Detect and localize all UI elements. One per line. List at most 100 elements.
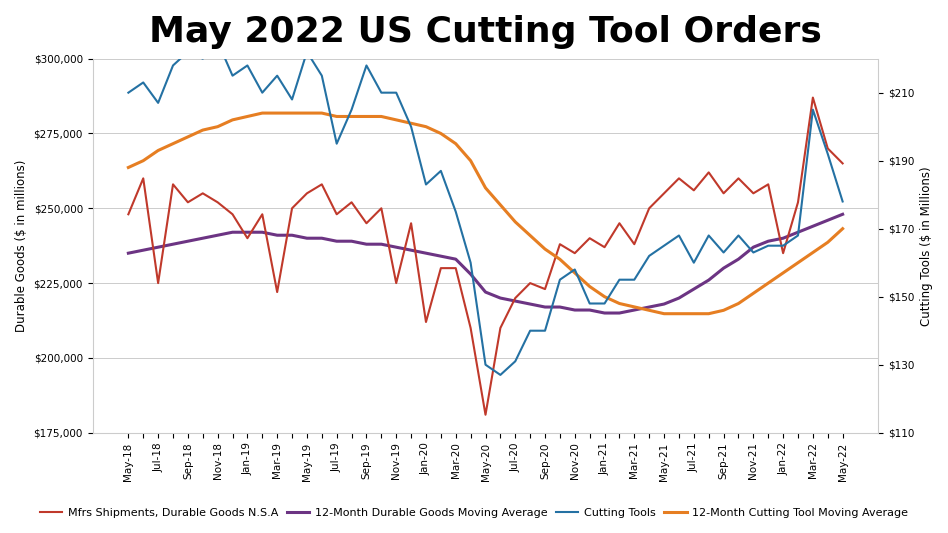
Mfrs Shipments, Durable Goods N.S.A (777, 250, 789, 256)
Mfrs Shipments, Durable Goods N.S.A (495, 325, 506, 331)
Mfrs Shipments, Durable Goods N.S.A (406, 220, 417, 227)
12-Month Cutting Tool Moving Average (182, 134, 193, 140)
12-Month Cutting Tool Moving Average (822, 239, 833, 246)
12-Month Cutting Tool Moving Average (465, 157, 476, 164)
Mfrs Shipments, Durable Goods N.S.A (361, 220, 373, 227)
Cutting Tools (331, 141, 342, 147)
12-Month Cutting Tool Moving Average (748, 290, 759, 296)
12-Month Durable Goods Moving Average (822, 217, 833, 223)
12-Month Durable Goods Moving Average (569, 307, 580, 313)
Cutting Tools (167, 62, 178, 69)
Mfrs Shipments, Durable Goods N.S.A (286, 205, 298, 212)
12-Month Durable Goods Moving Average (495, 295, 506, 301)
Mfrs Shipments, Durable Goods N.S.A (688, 187, 700, 193)
Line: Mfrs Shipments, Durable Goods N.S.A: Mfrs Shipments, Durable Goods N.S.A (128, 98, 843, 415)
Line: Cutting Tools: Cutting Tools (128, 42, 843, 375)
12-Month Durable Goods Moving Average (584, 307, 595, 313)
12-Month Cutting Tool Moving Average (613, 300, 625, 306)
12-Month Cutting Tool Moving Average (718, 307, 729, 313)
12-Month Durable Goods Moving Average (718, 265, 729, 271)
Mfrs Shipments, Durable Goods N.S.A (510, 295, 521, 301)
12-Month Durable Goods Moving Average (435, 253, 447, 260)
12-Month Cutting Tool Moving Average (242, 114, 253, 120)
12-Month Cutting Tool Moving Average (688, 311, 700, 317)
Cutting Tools (361, 62, 373, 69)
Cutting Tools (807, 107, 818, 113)
Cutting Tools (539, 327, 551, 334)
12-Month Durable Goods Moving Average (480, 289, 491, 295)
12-Month Durable Goods Moving Average (316, 235, 327, 241)
Line: 12-Month Cutting Tool Moving Average: 12-Month Cutting Tool Moving Average (128, 113, 843, 314)
12-Month Durable Goods Moving Average (510, 298, 521, 304)
12-Month Cutting Tool Moving Average (122, 164, 134, 171)
12-Month Cutting Tool Moving Average (301, 110, 313, 116)
12-Month Durable Goods Moving Average (122, 250, 134, 256)
Mfrs Shipments, Durable Goods N.S.A (762, 181, 774, 188)
Mfrs Shipments, Durable Goods N.S.A (435, 265, 447, 271)
12-Month Durable Goods Moving Average (777, 235, 789, 241)
12-Month Cutting Tool Moving Average (375, 114, 387, 120)
12-Month Cutting Tool Moving Average (495, 201, 506, 208)
12-Month Durable Goods Moving Average (212, 232, 224, 238)
12-Month Cutting Tool Moving Average (346, 114, 357, 120)
12-Month Durable Goods Moving Average (406, 247, 417, 253)
Cutting Tools (733, 232, 744, 239)
12-Month Cutting Tool Moving Average (435, 130, 447, 136)
Cutting Tools (271, 72, 283, 79)
Mfrs Shipments, Durable Goods N.S.A (793, 199, 804, 206)
12-Month Cutting Tool Moving Average (227, 117, 238, 123)
12-Month Cutting Tool Moving Average (137, 157, 149, 164)
Mfrs Shipments, Durable Goods N.S.A (346, 199, 357, 206)
12-Month Cutting Tool Moving Average (167, 141, 178, 147)
Cutting Tools (391, 90, 402, 96)
Mfrs Shipments, Durable Goods N.S.A (524, 280, 536, 286)
Mfrs Shipments, Durable Goods N.S.A (167, 181, 178, 188)
12-Month Cutting Tool Moving Average (673, 311, 684, 317)
Mfrs Shipments, Durable Goods N.S.A (242, 235, 253, 241)
Mfrs Shipments, Durable Goods N.S.A (227, 211, 238, 217)
12-Month Durable Goods Moving Average (629, 307, 640, 313)
12-Month Durable Goods Moving Average (613, 310, 625, 316)
Cutting Tools (748, 249, 759, 256)
12-Month Cutting Tool Moving Average (316, 110, 327, 116)
12-Month Durable Goods Moving Average (465, 271, 476, 277)
12-Month Cutting Tool Moving Average (361, 114, 373, 120)
Cutting Tools (406, 124, 417, 130)
12-Month Durable Goods Moving Average (539, 304, 551, 310)
Mfrs Shipments, Durable Goods N.S.A (748, 190, 759, 197)
12-Month Durable Goods Moving Average (793, 229, 804, 236)
Cutting Tools (613, 277, 625, 283)
Mfrs Shipments, Durable Goods N.S.A (733, 175, 744, 182)
12-Month Cutting Tool Moving Average (510, 219, 521, 225)
Cutting Tools (435, 168, 447, 174)
Title: May 2022 US Cutting Tool Orders: May 2022 US Cutting Tool Orders (149, 15, 822, 49)
12-Month Cutting Tool Moving Average (420, 124, 431, 130)
12-Month Cutting Tool Moving Average (480, 185, 491, 191)
12-Month Durable Goods Moving Average (555, 304, 566, 310)
12-Month Durable Goods Moving Average (331, 238, 342, 245)
Mfrs Shipments, Durable Goods N.S.A (822, 145, 833, 151)
Cutting Tools (257, 90, 268, 96)
Cutting Tools (703, 232, 715, 239)
12-Month Durable Goods Moving Average (524, 301, 536, 307)
Cutting Tools (122, 90, 134, 96)
Mfrs Shipments, Durable Goods N.S.A (539, 286, 551, 292)
12-Month Cutting Tool Moving Average (212, 124, 224, 130)
12-Month Durable Goods Moving Average (807, 223, 818, 229)
12-Month Cutting Tool Moving Average (197, 127, 209, 133)
Mfrs Shipments, Durable Goods N.S.A (122, 211, 134, 217)
Cutting Tools (673, 232, 684, 239)
12-Month Durable Goods Moving Average (420, 250, 431, 256)
Cutting Tools (777, 243, 789, 249)
Mfrs Shipments, Durable Goods N.S.A (807, 94, 818, 101)
Cutting Tools (837, 198, 848, 205)
Mfrs Shipments, Durable Goods N.S.A (257, 211, 268, 217)
Mfrs Shipments, Durable Goods N.S.A (420, 319, 431, 325)
Cutting Tools (599, 300, 611, 306)
12-Month Cutting Tool Moving Average (524, 232, 536, 239)
12-Month Cutting Tool Moving Average (539, 246, 551, 252)
12-Month Durable Goods Moving Average (167, 241, 178, 247)
Cutting Tools (629, 277, 640, 283)
Line: 12-Month Durable Goods Moving Average: 12-Month Durable Goods Moving Average (128, 214, 843, 313)
Mfrs Shipments, Durable Goods N.S.A (644, 205, 655, 212)
